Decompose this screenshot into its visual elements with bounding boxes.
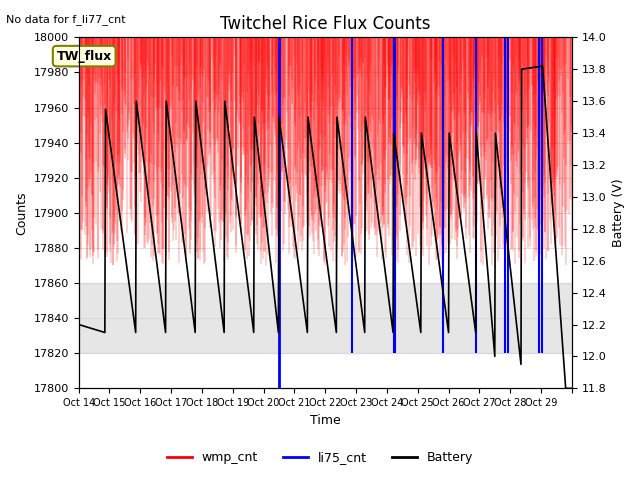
Y-axis label: Counts: Counts: [15, 191, 28, 235]
Y-axis label: Battery (V): Battery (V): [612, 179, 625, 247]
X-axis label: Time: Time: [310, 414, 340, 427]
Text: TW_flux: TW_flux: [56, 49, 112, 62]
Legend: wmp_cnt, li75_cnt, Battery: wmp_cnt, li75_cnt, Battery: [162, 446, 478, 469]
Text: No data for f_li77_cnt: No data for f_li77_cnt: [6, 14, 126, 25]
Title: Twitchel Rice Flux Counts: Twitchel Rice Flux Counts: [220, 15, 431, 33]
Bar: [79, 283, 572, 353]
